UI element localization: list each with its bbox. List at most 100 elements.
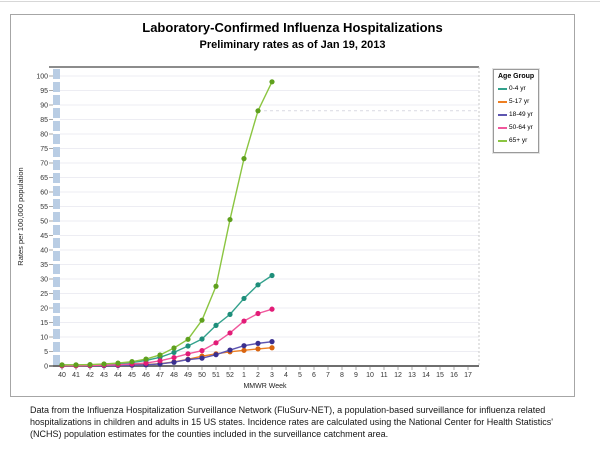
legend-box: Age Group 0-4 yr 5-17 yr 18-49 yr 50-64 yr 6… (493, 69, 539, 153)
x-tick-label: 5 (298, 372, 302, 379)
y-tick-label: 5 (44, 349, 48, 356)
y-tick-label: 20 (40, 306, 48, 313)
x-tick-label: 50 (198, 372, 206, 379)
data-point (255, 340, 261, 346)
data-point (157, 352, 163, 358)
x-tick-label: 16 (450, 372, 458, 379)
gridlines (60, 75, 479, 352)
data-point (269, 339, 275, 345)
x-tick-label: 2 (256, 372, 260, 379)
x-tick-label: 44 (114, 372, 122, 379)
x-tick-label: 8 (340, 372, 344, 379)
legend-swatch-icon (498, 126, 507, 129)
line-chart-plot: 0510152025303540455055606570758085909510… (16, 66, 480, 390)
data-point (241, 343, 247, 349)
series-65+-yr (59, 79, 275, 368)
x-tick-label: 4 (284, 372, 288, 379)
legend-item-label: 0-4 yr (509, 85, 526, 92)
data-point (185, 343, 191, 349)
x-tick-label: 42 (86, 372, 94, 379)
legend-item-label: 18-49 yr (509, 111, 533, 118)
x-tick-label: 10 (366, 372, 374, 379)
data-point (185, 357, 191, 363)
x-tick-label: 9 (354, 372, 358, 379)
x-tick-label: 12 (394, 372, 402, 379)
data-point (199, 348, 205, 354)
data-point (227, 330, 233, 336)
y-tick-label: 35 (40, 262, 48, 269)
legend-items: 0-4 yr 5-17 yr 18-49 yr 50-64 yr 65+ yr (498, 82, 538, 147)
x-tick-label: 47 (156, 372, 164, 379)
data-point (143, 360, 149, 366)
data-point (87, 361, 93, 368)
data-point (73, 362, 79, 368)
legend-item-label: 65+ yr (509, 137, 528, 144)
legend-swatch-icon (498, 100, 507, 103)
y-axis: 0 5 10 15 20 25 30 35 40 45 50 55 60 65 70 75 80 85 90 95 10… (36, 74, 53, 371)
y-tick-label: 55 (40, 204, 48, 211)
y-tick-label: 25 (40, 291, 48, 298)
x-axis: 40 41 42 43 44 45 46 47 48 49 50 51 52 1 2 3 4 5 6 7 8 9 10 11 1… (58, 367, 472, 379)
data-point (115, 360, 121, 366)
x-tick-label: 13 (408, 372, 416, 379)
data-point (59, 362, 65, 368)
data-point (269, 306, 275, 312)
data-point (101, 361, 107, 367)
legend-item-label: 50-64 yr (509, 124, 533, 131)
data-point (213, 322, 219, 328)
x-tick-label: 48 (170, 372, 178, 379)
y-tick-label: 65 (40, 175, 48, 182)
data-point (143, 356, 149, 362)
legend-item: 65+ yr (498, 134, 538, 147)
data-point (227, 347, 233, 353)
y-tick-label: 0 (44, 364, 48, 371)
legend-item: 5-17 yr (498, 95, 538, 108)
y-tick-label: 70 (40, 161, 48, 168)
legend-title: Age Group (498, 73, 535, 80)
data-point (213, 340, 219, 346)
data-point (199, 336, 205, 342)
y-axis-title: Rates per 100,000 population (16, 167, 25, 265)
chart-subtitle: Preliminary rates as of Jan 19, 2013 (199, 39, 386, 51)
data-point (171, 359, 177, 365)
data-point (255, 108, 261, 114)
y-axis-tick-strip (53, 69, 60, 365)
data-point (269, 345, 275, 351)
y-tick-label: 80 (40, 132, 48, 139)
data-point (213, 352, 219, 358)
footnote-text: Data from the Influenza Hospitalization … (30, 405, 554, 440)
data-point (171, 349, 177, 355)
window-top-edge (0, 1, 600, 2)
data-point (185, 351, 191, 357)
x-tick-label: 7 (326, 372, 330, 379)
data-point (171, 354, 177, 361)
y-tick-label: 85 (40, 117, 48, 124)
data-point (255, 282, 261, 288)
legend-swatch-icon (498, 87, 507, 90)
data-point (171, 345, 177, 351)
x-tick-label: 17 (464, 372, 472, 379)
x-tick-label: 46 (142, 372, 150, 379)
x-tick-label: 49 (184, 372, 192, 379)
y-tick-label: 30 (40, 277, 48, 284)
x-axis-title: MMWR Week (243, 383, 287, 390)
y-tick-label: 60 (40, 190, 48, 197)
y-tick-label: 45 (40, 233, 48, 240)
x-tick-label: 11 (380, 372, 387, 379)
data-point (241, 318, 247, 324)
legend-item: 50-64 yr (498, 121, 538, 134)
chart-figure: Laboratory-Confirmed Influenza Hospitali… (10, 14, 575, 397)
data-point (227, 216, 233, 223)
x-tick-label: 6 (312, 372, 316, 379)
x-tick-label: 3 (270, 372, 274, 379)
legend-item-label: 5-17 yr (509, 98, 530, 105)
x-tick-label: 43 (100, 372, 108, 379)
data-point (213, 283, 219, 289)
legend-swatch-icon (498, 139, 507, 142)
y-tick-label: 90 (40, 103, 48, 110)
y-tick-label: 100 (36, 74, 48, 81)
x-tick-label: 1 (242, 372, 246, 379)
data-point (255, 310, 261, 317)
data-point (185, 336, 191, 342)
chart-title: Laboratory-Confirmed Influenza Hospitali… (142, 20, 443, 35)
